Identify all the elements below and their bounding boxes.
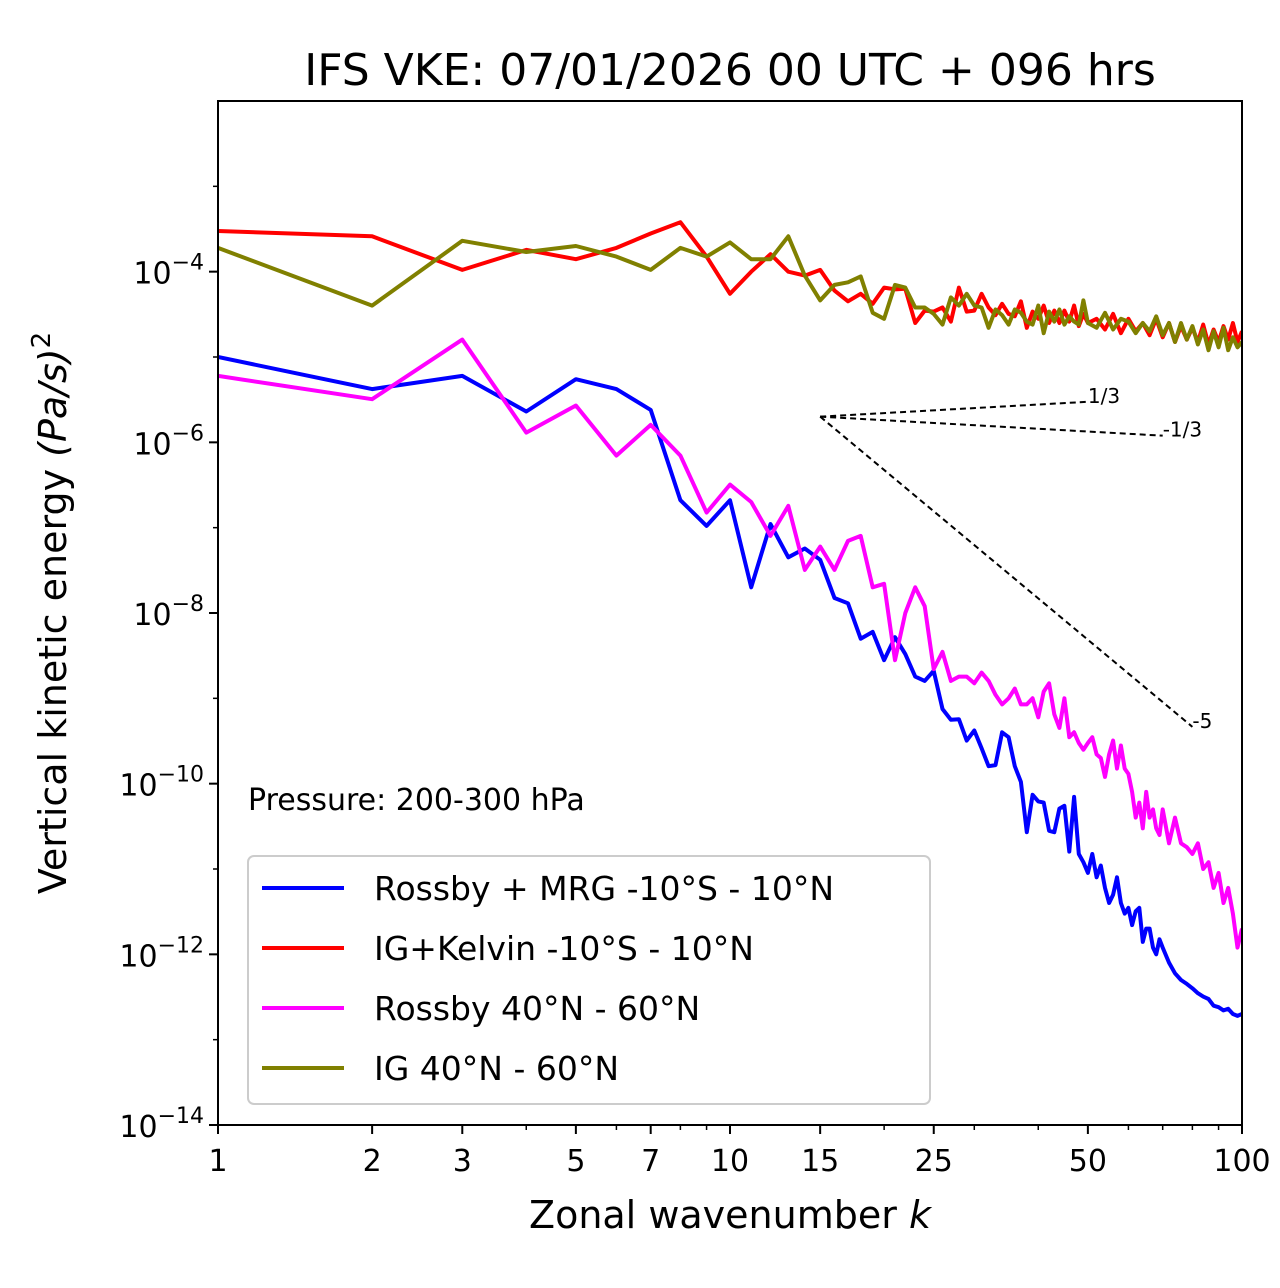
- y-tick-label: 10−14: [119, 1104, 204, 1145]
- reference-slopes: [819, 400, 1194, 728]
- series-line-3: [218, 337, 1242, 950]
- chart-title: IFS VKE: 07/01/2026 00 UTC + 096 hrs: [304, 45, 1156, 96]
- legend: Rossby + MRG -10°S - 10°N IG+Kelvin -10°S…: [247, 855, 931, 1105]
- series-line-1: [218, 355, 1242, 1018]
- x-tick-label: 100: [1213, 1144, 1270, 1179]
- legend-box: [247, 855, 931, 1105]
- series-line-4: [218, 234, 1242, 353]
- legend-label: IG+Kelvin -10°S - 10°N: [374, 929, 754, 968]
- x-tick-label: 50: [1069, 1144, 1107, 1179]
- x-tick-label: 7: [641, 1144, 660, 1179]
- y-axis-ticks: 10−4 10−6 10−8 10−10 10−12 10−14: [119, 185, 218, 1145]
- legend-label: IG 40°N - 60°N: [374, 1049, 619, 1088]
- series-layer: [218, 220, 1242, 1018]
- slope-line: [819, 415, 1194, 728]
- x-tick-label: 2: [363, 1144, 382, 1179]
- legend-entries: Rossby + MRG -10°S - 10°N IG+Kelvin -10°S…: [262, 869, 834, 1088]
- x-tick-label: 3: [453, 1144, 472, 1179]
- pressure-annotation: Pressure: 200-300 hPa: [248, 783, 585, 818]
- legend-label: Rossby + MRG -10°S - 10°N: [374, 869, 834, 908]
- y-tick-label: 10−8: [133, 592, 204, 633]
- x-tick-label: 25: [915, 1144, 953, 1179]
- y-tick-label: 10−4: [133, 251, 204, 292]
- slope-line: [820, 415, 1163, 437]
- slope-line: [820, 400, 1088, 418]
- y-tick-label: 10−6: [133, 421, 204, 462]
- x-axis-ticks: 1 2 3 5 7 10 15 25 50 100: [208, 1125, 1271, 1179]
- y-axis-label: Vertical kinetic energy (Pa/s)2: [27, 332, 75, 894]
- slope-labels: 1/3 -1/3 -5: [1088, 384, 1212, 733]
- y-tick-label: 10−10: [119, 763, 204, 804]
- legend-label: Rossby 40°N - 60°N: [374, 989, 700, 1028]
- x-tick-label: 1: [208, 1144, 227, 1179]
- x-tick-label: 10: [711, 1144, 749, 1179]
- slope-label: 1/3: [1088, 384, 1120, 408]
- x-tick-label: 5: [566, 1144, 585, 1179]
- y-tick-label: 10−12: [119, 933, 204, 974]
- slope-label: -1/3: [1163, 418, 1202, 442]
- x-axis-label: Zonal wavenumber k: [529, 1193, 933, 1237]
- x-tick-label: 15: [801, 1144, 839, 1179]
- slope-label: -5: [1192, 709, 1212, 733]
